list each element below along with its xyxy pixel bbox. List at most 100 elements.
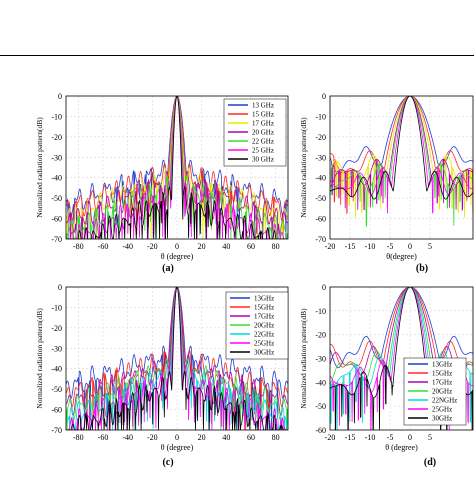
x-tick-label: -60 xyxy=(98,433,109,442)
y-axis-label: Normalized radiation pattern(dB) xyxy=(299,308,308,409)
legend-label: 25GHz xyxy=(432,406,452,414)
x-tick-label: -40 xyxy=(122,433,133,442)
x-tick-label: 40 xyxy=(222,433,230,442)
series-line-17ghz xyxy=(66,287,288,430)
x-tick-label: -20 xyxy=(325,433,336,442)
y-tick-label: -50 xyxy=(315,194,326,203)
legend-label: 30GHz xyxy=(254,349,274,357)
legend-label: 30GHz xyxy=(432,415,452,423)
x-tick-label: -80 xyxy=(73,242,84,251)
legend-label: 20GHz xyxy=(432,388,452,396)
y-tick-label: -20 xyxy=(315,331,326,340)
y-tick-label: -10 xyxy=(315,112,326,121)
y-tick-label: -30 xyxy=(51,344,62,353)
y-axis-label: Normalized radiation pattern(dB) xyxy=(299,117,308,218)
legend-label: 17GHz xyxy=(254,313,274,321)
series-group xyxy=(66,96,288,239)
y-tick-label: -30 xyxy=(315,153,326,162)
x-tick-label: -20 xyxy=(147,433,158,442)
series-line-15ghz xyxy=(66,96,288,239)
y-tick-label: -70 xyxy=(315,235,326,244)
x-axis-label: θ (degree) xyxy=(161,252,194,261)
axes-frame xyxy=(329,286,474,431)
y-tick-label: -60 xyxy=(51,406,62,415)
y-tick-label: -20 xyxy=(51,324,62,333)
x-tick-label: 0 xyxy=(175,242,179,251)
x-tick-label: -5 xyxy=(387,433,394,442)
x-tick-label: 60 xyxy=(247,433,255,442)
legend-label: 15GHz xyxy=(254,304,274,312)
y-tick-label: -40 xyxy=(315,378,326,387)
series-group xyxy=(330,96,473,228)
x-tick-label: 80 xyxy=(272,242,280,251)
x-tick-label: -20 xyxy=(325,242,336,251)
x-tick-label: -5 xyxy=(387,242,394,251)
x-tick-label: -15 xyxy=(345,433,356,442)
legend-label: 15GHz xyxy=(432,370,452,378)
panel-b: -20 -15 -10 -5 0 50-10-20-30-40-50-60-70θ(deg… xyxy=(299,92,474,274)
panel-caption: (b) xyxy=(416,263,428,274)
legend-label: 22GHz xyxy=(254,331,274,339)
x-axis-label: θ (degree) xyxy=(385,443,418,452)
series-line-20ghz xyxy=(330,96,473,212)
y-tick-label: -50 xyxy=(51,385,62,394)
series-line-17ghz xyxy=(66,96,288,239)
legend-label: 25 GHz xyxy=(252,147,274,155)
x-tick-label: -60 xyxy=(98,242,109,251)
y-tick-label: -70 xyxy=(51,426,62,435)
x-tick-label: -10 xyxy=(365,433,376,442)
y-tick-label: -50 xyxy=(315,402,326,411)
axes-frame xyxy=(329,95,474,240)
y-tick-label: -50 xyxy=(51,194,62,203)
series-line-30ghz xyxy=(330,96,473,200)
y-tick-label: -10 xyxy=(315,307,326,316)
legend-label: 22 GHz xyxy=(252,138,274,146)
y-tick-label: 0 xyxy=(322,92,326,101)
series-line-13ghz xyxy=(66,287,288,430)
series-line-13ghz xyxy=(330,287,473,369)
x-tick-label: 0 xyxy=(175,433,179,442)
axes-frame xyxy=(65,95,289,240)
series-line-30ghz xyxy=(66,96,288,239)
y-tick-label: -60 xyxy=(315,215,326,224)
legend-label: 13GHz xyxy=(254,295,274,303)
series-line-22ghz xyxy=(330,96,473,228)
x-tick-label: 80 xyxy=(272,433,280,442)
series-group xyxy=(66,287,288,430)
series-line-22ghz xyxy=(66,287,288,430)
legend-label: 13 GHz xyxy=(252,102,274,110)
y-tick-label: -10 xyxy=(51,303,62,312)
x-tick-label: -15 xyxy=(345,242,356,251)
x-tick-label: -20 xyxy=(147,242,158,251)
y-axis-label: Normalized radiation pattern(dB) xyxy=(35,117,44,218)
y-tick-label: -40 xyxy=(315,174,326,183)
panel-caption: (d) xyxy=(424,457,436,468)
y-tick-label: -20 xyxy=(315,133,326,142)
x-axis-label: θ (degree) xyxy=(161,443,194,452)
series-line-30ghz xyxy=(66,287,288,430)
legend-label: 30 GHz xyxy=(252,156,274,164)
legend-label: 15 GHz xyxy=(252,111,274,119)
series-line-20ghz xyxy=(66,287,288,430)
series-line-15ghz xyxy=(66,287,288,430)
y-tick-label: -30 xyxy=(51,153,62,162)
series-line-25ghz xyxy=(66,96,288,239)
x-tick-label: 20 xyxy=(198,242,206,251)
x-tick-label: 0 xyxy=(408,433,412,442)
legend-label: 22NGHz xyxy=(432,397,457,405)
x-axis-label: θ(degree) xyxy=(386,252,417,261)
y-tick-label: 0 xyxy=(322,283,326,292)
y-tick-label: -40 xyxy=(51,365,62,374)
legend-label: 17GHz xyxy=(432,379,452,387)
legend-label: 17 GHz xyxy=(252,120,274,128)
y-tick-label: -10 xyxy=(51,112,62,121)
x-tick-label: 0 xyxy=(408,242,412,251)
series-line-25ghz xyxy=(330,96,473,214)
panel-caption: (c) xyxy=(162,457,173,468)
legend-label: 20 GHz xyxy=(252,129,274,137)
x-tick-label: 40 xyxy=(222,242,230,251)
